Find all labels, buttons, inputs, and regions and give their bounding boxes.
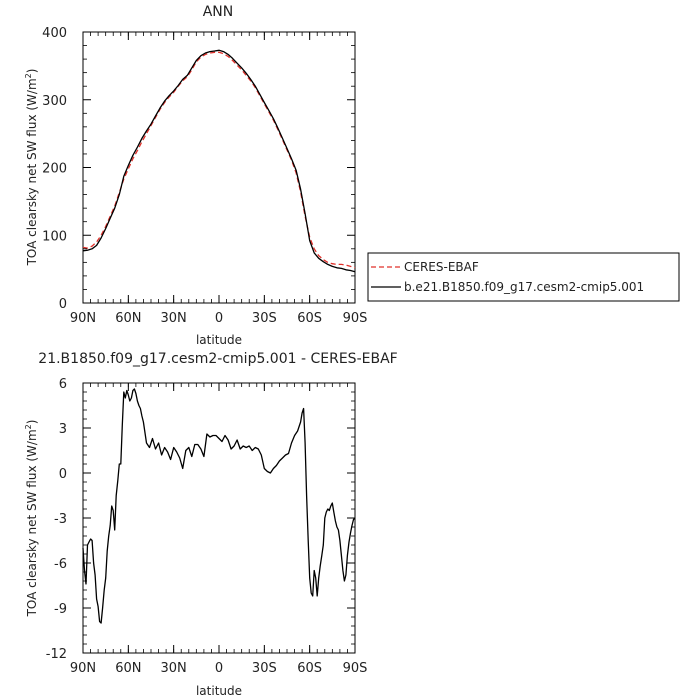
- y-tick-label: 0: [59, 297, 67, 312]
- x-tick-label: 90N: [70, 661, 96, 676]
- plot-frame: [82, 31, 356, 304]
- y-tick-label: -9: [54, 602, 67, 617]
- axis-ticks: 90N 60N 30N 0 30S 60S 90S 0 100 200 300 400: [42, 26, 367, 326]
- series-line-1: [82, 49, 356, 273]
- x-axis-label: latitude: [196, 684, 242, 698]
- y-tick-label: -6: [54, 557, 67, 572]
- panel-title: ANN: [203, 4, 234, 20]
- legend-label-model: b.e21.B1850.f09_g17.cesm2-cmip5.001: [404, 280, 644, 294]
- x-axis-label: latitude: [196, 333, 242, 347]
- y-tick-label: 100: [42, 229, 67, 244]
- x-tick-label: 60N: [115, 311, 141, 326]
- series-lines: [82, 49, 356, 273]
- series-line-0: [82, 51, 356, 269]
- x-tick-label: 30S: [252, 661, 277, 676]
- y-tick-label: 300: [42, 94, 67, 109]
- y-tick-label: 6: [59, 377, 67, 392]
- difference-panel: 21.B1850.f09_g17.cesm2-cmip5.001 - CERES…: [24, 351, 398, 698]
- series-lines: [82, 388, 356, 624]
- x-tick-label: 0: [215, 661, 223, 676]
- y-tick-label: -12: [46, 647, 67, 662]
- series-line-0: [82, 388, 356, 624]
- panel-title: 21.B1850.f09_g17.cesm2-cmip5.001 - CERES…: [38, 351, 397, 367]
- y-axis-label: TOA clearsky net SW flux (W/m2): [24, 420, 39, 618]
- legend: CERES-EBAF b.e21.B1850.f09_g17.cesm2-cmi…: [367, 252, 680, 302]
- y-axis-label: TOA clearsky net SW flux (W/m2): [24, 69, 39, 267]
- y-tick-label: 400: [42, 26, 67, 41]
- x-tick-label: 30N: [161, 661, 187, 676]
- y-tick-label: 3: [59, 422, 67, 437]
- x-tick-label: 90S: [343, 311, 368, 326]
- x-tick-label: 0: [215, 311, 223, 326]
- legend-box: [367, 252, 680, 302]
- x-tick-label: 30S: [252, 311, 277, 326]
- x-tick-label: 90N: [70, 311, 96, 326]
- x-tick-label: 60S: [297, 311, 322, 326]
- climatology-panel: ANN 90N 60N 30N 0 30S 60S 90S 0 100 200 300 400 lat…: [24, 4, 367, 347]
- y-tick-label: 0: [59, 467, 67, 482]
- y-tick-label: -3: [54, 512, 67, 527]
- y-tick-label: 200: [42, 162, 67, 177]
- axis-ticks: 90N 60N 30N 0 30S 60S 90S 6 3 0 -3 -6 -9 -12: [46, 377, 368, 676]
- x-tick-label: 30N: [161, 311, 187, 326]
- x-tick-label: 90S: [343, 661, 368, 676]
- x-tick-label: 60N: [115, 661, 141, 676]
- x-tick-label: 60S: [297, 661, 322, 676]
- legend-label-ceres: CERES-EBAF: [404, 260, 479, 274]
- plot-frame: [82, 382, 356, 654]
